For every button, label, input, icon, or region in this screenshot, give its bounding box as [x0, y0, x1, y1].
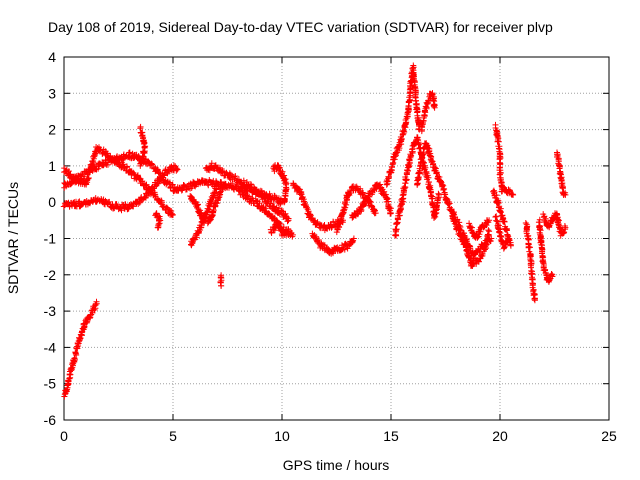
x-tick-label: 25: [601, 428, 617, 444]
chart-title: Day 108 of 2019, Sidereal Day-to-day VTE…: [48, 19, 553, 35]
x-tick-label: 10: [274, 428, 290, 444]
y-tick-label: -2: [44, 267, 57, 283]
x-tick-label: 20: [492, 428, 508, 444]
data-series-track-ab: [498, 182, 517, 198]
data-series-track-j: [204, 180, 229, 227]
data-marks: [60, 62, 569, 400]
data-series-track-u: [418, 90, 438, 135]
data-series-track-y: [492, 121, 506, 195]
data-series-track-r: [349, 181, 394, 221]
y-tick-label: -1: [44, 231, 57, 247]
data-series-track-i: [202, 160, 292, 225]
data-series-track-ag: [61, 298, 100, 400]
data-series-track-w: [449, 212, 493, 269]
y-tick-label: -6: [44, 412, 57, 428]
y-axis-label: SDTVAR / TECUs: [5, 182, 21, 294]
y-tick-label: -3: [44, 303, 57, 319]
data-series-track-k: [217, 272, 225, 289]
data-series-track-p: [309, 230, 357, 257]
data-series-track-ad: [535, 216, 556, 285]
data-series-track-x: [466, 217, 493, 241]
y-tick-label: 0: [48, 194, 56, 210]
y-tick-label: -4: [44, 339, 57, 355]
y-tick-label: 3: [48, 85, 56, 101]
data-series-track-d: [137, 123, 149, 169]
data-series-track-n: [267, 218, 292, 239]
y-tick-label: 2: [48, 122, 56, 138]
x-tick-label: 5: [169, 428, 177, 444]
data-series-track-ae: [540, 210, 569, 239]
data-series-track-s: [383, 62, 423, 188]
data-series-track-e: [152, 210, 164, 231]
axis-ticks: [63, 56, 610, 421]
data-series-track-g: [187, 193, 207, 224]
x-axis-label: GPS time / hours: [283, 457, 390, 473]
y-tick-label: 4: [48, 49, 56, 65]
data-series-track-h: [188, 185, 220, 249]
data-series-track-v: [414, 140, 495, 262]
x-tick-label: 0: [60, 428, 68, 444]
y-tick-label: -5: [44, 376, 57, 392]
x-tick-label: 15: [383, 428, 399, 444]
y-tick-label: 1: [48, 158, 56, 174]
data-series-track-m: [270, 162, 290, 206]
data-series-track-ac: [522, 220, 538, 304]
tick-labels: 0 5 10 15 20 25 -6 -5 -4 -3 -2 -1 0 1 2 3 4: [44, 49, 617, 444]
data-series-track-aa: [492, 213, 512, 252]
data-series-track-a: [60, 162, 181, 214]
data-series-track-c: [61, 144, 176, 219]
data-series-track-af: [554, 149, 569, 198]
